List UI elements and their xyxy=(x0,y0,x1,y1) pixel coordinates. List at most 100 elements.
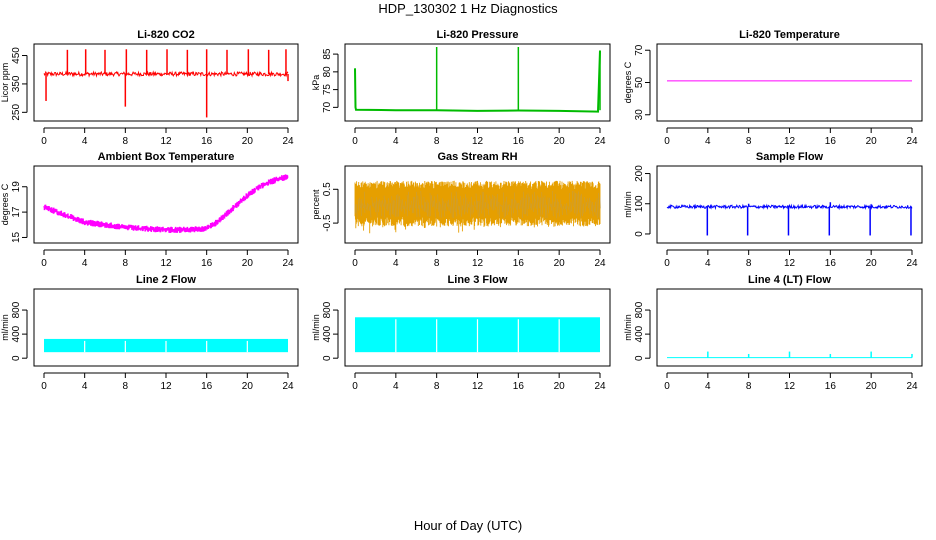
x-tick-label: 8 xyxy=(434,381,440,392)
x-tick-label: 4 xyxy=(393,381,399,392)
y-tick-label: 400 xyxy=(11,325,22,342)
y-tick-label: 19 xyxy=(11,181,22,193)
x-tick-label: 24 xyxy=(594,381,606,392)
y-tick-label: 400 xyxy=(322,325,333,342)
x-tick-label: 20 xyxy=(866,258,878,269)
x-tick-label: 20 xyxy=(866,136,878,147)
x-tick-label: 12 xyxy=(160,258,172,269)
x-tick-label: 4 xyxy=(82,381,88,392)
chart-panel-3: Li-820 Temperature 0 4 8 12 16 20 24 30 50 70degre… xyxy=(623,29,923,147)
x-tick-label: 4 xyxy=(82,136,88,147)
y-tick-label: 50 xyxy=(634,77,645,89)
x-tick-label: 8 xyxy=(746,381,752,392)
plot-frame xyxy=(344,43,611,122)
y-axis-label: ml/min xyxy=(311,314,321,341)
x-tick-label: 16 xyxy=(825,381,837,392)
y-tick-label: 80 xyxy=(322,66,333,78)
x-tick-label: 0 xyxy=(41,136,47,147)
x-tick-label: 8 xyxy=(746,258,752,269)
chart-panel-2: Li-820 Pressure 0 4 8 12 16 20 24 70 75 80 85 kPa xyxy=(311,29,611,147)
x-tick-label: 20 xyxy=(554,136,566,147)
x-tick-label: 16 xyxy=(201,381,213,392)
plot-frame xyxy=(33,288,299,367)
x-tick-label: 16 xyxy=(825,136,837,147)
x-tick-label: 4 xyxy=(705,258,711,269)
x-tick-label: 24 xyxy=(594,136,606,147)
x-tick-label: 4 xyxy=(393,136,399,147)
x-tick-label: 0 xyxy=(352,381,358,392)
x-tick-label: 0 xyxy=(41,381,47,392)
x-tick-label: 0 xyxy=(664,258,670,269)
x-tick-label: 12 xyxy=(784,258,796,269)
y-tick-label: 0 xyxy=(634,355,645,361)
chart-title: Sample Flow xyxy=(756,151,824,163)
x-tick-label: 0 xyxy=(664,136,670,147)
chart-title: Li-820 Temperature xyxy=(739,29,840,41)
x-tick-label: 20 xyxy=(242,136,254,147)
series-area xyxy=(43,174,289,233)
y-tick-label: 200 xyxy=(634,165,645,182)
y-tick-label: 800 xyxy=(11,301,22,318)
plot-frame xyxy=(656,288,923,367)
plot-frame xyxy=(656,165,923,244)
x-tick-label: 8 xyxy=(746,136,752,147)
x-tick-label: 12 xyxy=(472,136,484,147)
y-tick-label: -0.5 xyxy=(322,214,333,232)
plot-frame xyxy=(33,43,299,122)
x-tick-label: 16 xyxy=(201,136,213,147)
y-axis-label: ml/min xyxy=(623,191,633,218)
y-tick-label: 0 xyxy=(322,355,333,361)
x-tick-label: 8 xyxy=(123,381,129,392)
x-tick-label: 8 xyxy=(434,136,440,147)
plot-frame xyxy=(344,288,611,367)
y-tick-label: 800 xyxy=(634,301,645,318)
x-tick-label: 0 xyxy=(352,136,358,147)
y-tick-label: 350 xyxy=(11,75,22,92)
chart-title: Ambient Box Temperature xyxy=(98,151,235,163)
x-tick-label: 24 xyxy=(594,258,606,269)
y-axis-label: kPa xyxy=(311,75,321,91)
page-title: HDP_130302 1 Hz Diagnostics xyxy=(378,1,558,16)
x-tick-label: 20 xyxy=(554,381,566,392)
x-tick-label: 16 xyxy=(513,136,525,147)
x-tick-label: 24 xyxy=(282,258,294,269)
y-axis-label: ml/min xyxy=(623,314,633,341)
x-tick-label: 16 xyxy=(201,258,213,269)
y-tick-label: 800 xyxy=(322,301,333,318)
x-axis-caption: Hour of Day (UTC) xyxy=(413,518,523,533)
y-tick-label: 250 xyxy=(11,104,22,121)
x-tick-label: 20 xyxy=(866,381,878,392)
y-axis-label: ml/min xyxy=(0,314,10,341)
y-tick-label: 450 xyxy=(11,47,22,64)
y-tick-label: 75 xyxy=(322,84,333,96)
x-tick-label: 12 xyxy=(160,136,172,147)
y-tick-label: 70 xyxy=(322,101,333,113)
chart-title: Line 3 Flow xyxy=(448,274,508,286)
x-tick-label: 4 xyxy=(82,258,88,269)
x-tick-label: 8 xyxy=(123,258,129,269)
series-line xyxy=(43,70,289,78)
y-tick-label: 70 xyxy=(634,44,645,56)
x-tick-label: 0 xyxy=(41,258,47,269)
x-tick-label: 12 xyxy=(160,381,172,392)
chart-panel-4: Ambient Box Temperature 0 4 8 12 16 20 24 15 17 19… xyxy=(0,151,299,269)
y-axis-label: degrees C xyxy=(623,61,633,103)
x-tick-label: 16 xyxy=(513,381,525,392)
y-axis-label: Licor ppm xyxy=(0,63,10,103)
chart-title: Li-820 CO2 xyxy=(137,29,194,41)
x-tick-label: 4 xyxy=(393,258,399,269)
x-tick-label: 24 xyxy=(282,136,294,147)
plot-frame xyxy=(656,43,923,122)
chart-title: Line 2 Flow xyxy=(136,274,196,286)
y-tick-label: 0 xyxy=(634,231,645,237)
y-tick-label: 15 xyxy=(11,231,22,243)
x-tick-label: 24 xyxy=(906,258,918,269)
y-tick-label: 0 xyxy=(11,355,22,361)
plot-frame xyxy=(344,165,611,244)
x-tick-label: 16 xyxy=(825,258,837,269)
